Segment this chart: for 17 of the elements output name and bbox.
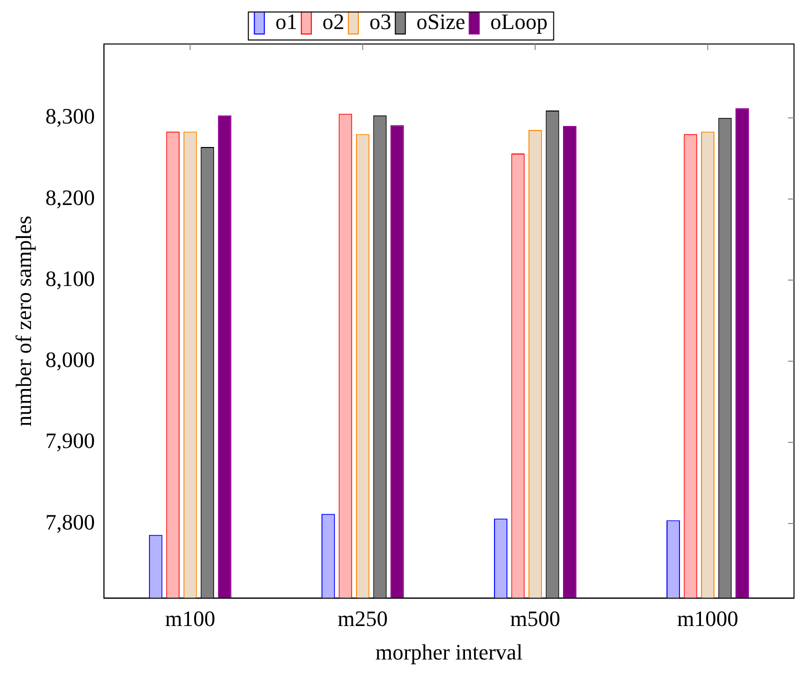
x-axis-title: morpher interval bbox=[375, 640, 523, 665]
y-tick-label: 8,100 bbox=[45, 266, 95, 291]
y-tick-label: 7,900 bbox=[45, 428, 95, 454]
legend-label: oLoop bbox=[490, 8, 548, 34]
y-axis-title: number of zero samples bbox=[10, 216, 36, 426]
y-tick-label: 8,000 bbox=[45, 347, 95, 372]
legend-label: oSize bbox=[416, 8, 466, 34]
y-tick-label: 7,800 bbox=[45, 509, 95, 534]
y-tick-label: 8,200 bbox=[45, 184, 95, 210]
legend-label: o3 bbox=[369, 8, 392, 34]
legend-label: o1 bbox=[275, 8, 298, 34]
y-tick-label: 8,300 bbox=[45, 104, 95, 129]
x-tick-label: m100 bbox=[165, 606, 216, 632]
x-tick-label: m1000 bbox=[677, 606, 738, 632]
legend-label: o2 bbox=[322, 8, 344, 34]
x-tick-label: m500 bbox=[510, 606, 560, 632]
x-tick-label: m250 bbox=[338, 606, 388, 632]
